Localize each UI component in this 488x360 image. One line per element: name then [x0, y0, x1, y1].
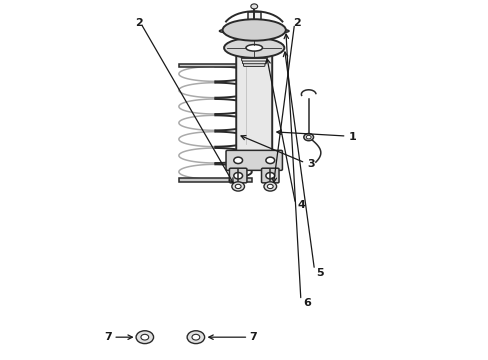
FancyBboxPatch shape [243, 63, 264, 66]
Circle shape [303, 134, 313, 141]
Text: 2: 2 [134, 18, 142, 28]
Circle shape [267, 184, 273, 189]
Ellipse shape [245, 45, 262, 51]
Text: 1: 1 [348, 132, 356, 142]
Bar [179, 178, 251, 182]
FancyBboxPatch shape [236, 42, 272, 153]
Circle shape [141, 334, 148, 340]
Circle shape [235, 184, 241, 189]
Circle shape [187, 331, 204, 343]
Text: 7: 7 [104, 332, 112, 342]
Circle shape [250, 4, 257, 9]
Text: 2: 2 [292, 18, 300, 28]
Circle shape [305, 135, 310, 139]
Circle shape [192, 334, 200, 340]
FancyBboxPatch shape [229, 168, 246, 183]
Circle shape [233, 157, 242, 163]
Ellipse shape [219, 28, 288, 34]
FancyBboxPatch shape [242, 60, 265, 64]
FancyBboxPatch shape [241, 57, 266, 61]
Text: 4: 4 [297, 200, 305, 210]
Bar [247, 12, 260, 44]
Text: 3: 3 [307, 159, 315, 169]
Ellipse shape [224, 38, 284, 58]
Circle shape [231, 182, 244, 191]
FancyBboxPatch shape [241, 55, 267, 58]
FancyBboxPatch shape [261, 168, 279, 183]
Bar [179, 64, 251, 67]
Circle shape [264, 182, 276, 191]
Circle shape [265, 157, 274, 163]
FancyBboxPatch shape [242, 46, 265, 50]
Circle shape [265, 172, 274, 179]
FancyBboxPatch shape [225, 150, 282, 170]
Ellipse shape [222, 19, 285, 41]
FancyBboxPatch shape [243, 44, 264, 48]
FancyBboxPatch shape [241, 52, 267, 56]
Circle shape [233, 172, 242, 179]
Text: 6: 6 [302, 298, 310, 308]
FancyBboxPatch shape [241, 49, 266, 53]
Text: 7: 7 [249, 332, 257, 342]
Circle shape [136, 331, 153, 343]
Text: 5: 5 [316, 268, 324, 278]
